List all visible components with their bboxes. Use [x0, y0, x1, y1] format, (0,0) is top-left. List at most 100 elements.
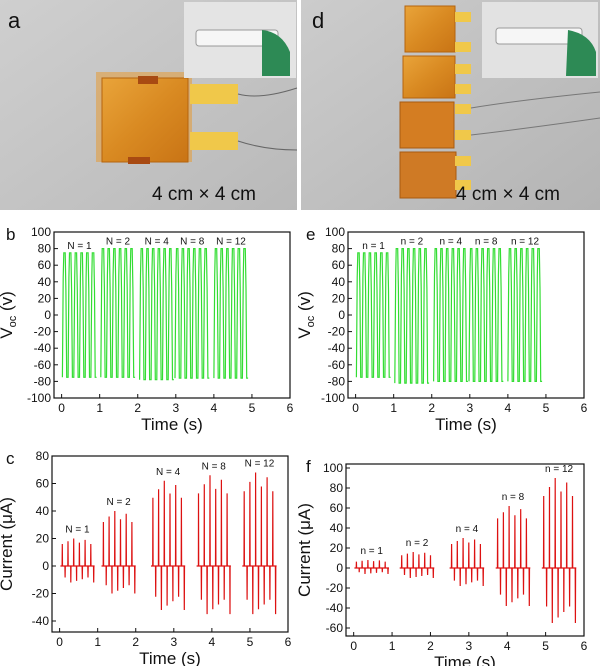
y-tick-label: 40: [332, 275, 346, 289]
y-axis-label: Voc (v): [0, 291, 19, 339]
copper-lead: [190, 132, 238, 150]
x-axis-label: Time (s): [139, 649, 201, 666]
y-axis-label-unit: (v): [0, 291, 16, 316]
x-axis-label: Time (s): [434, 653, 496, 666]
plot-frame: [345, 463, 585, 637]
glove-hand: [566, 30, 596, 76]
wire: [470, 91, 600, 109]
x-tick-label: 2: [134, 401, 141, 415]
y-tick-label: 100: [31, 225, 51, 239]
y-axis-label: Voc (v): [295, 291, 317, 339]
series-line-2: [100, 248, 136, 378]
x-tick-label: 4: [211, 401, 218, 415]
series-line-4: [495, 505, 531, 607]
group-label: n = 12: [511, 237, 540, 248]
x-tick-label: 4: [209, 635, 216, 649]
wire: [237, 140, 298, 151]
y-tick-label: -40: [32, 614, 50, 628]
stack-layer: [399, 101, 455, 149]
series-line-3: [433, 248, 468, 382]
y-tick-label: 40: [330, 521, 344, 535]
x-axis-label: Time (s): [435, 415, 497, 434]
group-label: N = 2: [106, 237, 131, 248]
plot-frame: [51, 455, 289, 633]
y-tick-label: -100: [27, 391, 51, 405]
copper-lead: [190, 84, 238, 104]
wire: [470, 117, 600, 136]
electrode-tab: [128, 157, 150, 164]
y-tick-label: -20: [32, 587, 50, 601]
series-line-1: [61, 252, 97, 378]
x-tick-label: 6: [287, 401, 294, 415]
glove-hand: [262, 30, 290, 76]
x-tick-label: 3: [466, 401, 473, 415]
x-tick-label: 1: [96, 401, 103, 415]
y-axis-label-subscript: oc: [7, 315, 19, 327]
wire: [237, 87, 298, 97]
copper-lead: [455, 104, 471, 114]
x-tick-label: 1: [94, 635, 101, 649]
group-label: n = 8: [502, 492, 525, 503]
stack-layer: [399, 151, 457, 199]
series-line-1: [354, 559, 389, 575]
y-tick-label: 20: [330, 541, 344, 555]
x-tick-label: 6: [581, 639, 588, 653]
x-tick-label: 0: [352, 401, 359, 415]
copper-lead: [455, 84, 471, 94]
group-label: n = 12: [545, 464, 574, 475]
size-caption-d: 4 cm × 4 cm: [456, 184, 560, 205]
y-tick-label: -60: [326, 621, 344, 635]
x-tick-label: 4: [505, 401, 512, 415]
series-line-5: [213, 248, 249, 379]
copper-lead: [455, 12, 471, 22]
copper-lead: [455, 180, 471, 190]
electrode-tab: [138, 76, 158, 84]
y-tick-label: -40: [328, 341, 346, 355]
series-line-4: [468, 248, 504, 382]
copper-lead: [455, 130, 471, 140]
panel-label-a: a: [8, 8, 21, 33]
copper-lead: [455, 42, 471, 52]
stack-layer: [404, 5, 456, 53]
y-tick-label: 20: [36, 532, 50, 546]
x-tick-label: 2: [427, 639, 434, 653]
y-tick-label: 60: [38, 258, 52, 272]
y-tick-label: 40: [38, 275, 52, 289]
y-tick-label: 100: [323, 461, 343, 475]
y-tick-label: 80: [332, 242, 346, 256]
x-tick-label: 5: [543, 401, 550, 415]
group-label: N = 1: [65, 525, 90, 536]
series-line-2: [394, 248, 430, 384]
chart-c: c N = 1 N = 2 N = 4 N = 8 N = 12 0 1 2 3 4 5 6 -40 -20…: [0, 449, 292, 668]
group-label: n = 4: [456, 524, 479, 535]
x-tick-label: 5: [542, 639, 549, 653]
y-tick-label: 0: [338, 308, 345, 322]
group-label: N = 12: [245, 459, 275, 470]
y-tick-label: 60: [330, 501, 344, 515]
group-label: N = 1: [67, 241, 92, 252]
y-tick-label: 60: [36, 477, 50, 491]
x-tick-label: 3: [170, 635, 177, 649]
series-line-4: [196, 475, 231, 615]
series-line-1: [355, 252, 391, 378]
group-label: n = 1: [362, 241, 385, 252]
y-axis-label: Current (μA): [295, 503, 314, 597]
y-tick-label: -40: [326, 601, 344, 615]
y-tick-label: -40: [34, 341, 52, 355]
chart-b: b N = 1 N = 2 N = 4 N = 8 N = 12 0 1 2 3 4 5 6 -100 -8…: [0, 225, 294, 434]
copper-lead: [455, 64, 471, 74]
group-label: n = 4: [440, 237, 463, 248]
photo-panel-a: a 4 cm × 4 cm: [0, 0, 298, 210]
group-label: n = 8: [475, 237, 498, 248]
y-tick-label: 60: [332, 258, 346, 272]
group-label: N = 8: [180, 237, 205, 248]
group-label: N = 4: [145, 237, 170, 248]
y-axis-label-subscript: oc: [305, 315, 317, 327]
chart-e: e n = 1 n = 2 n = 4 n = 8 n = 12 0 1 2 3 4 5 6 -100 -8…: [295, 225, 588, 434]
x-tick-label: 1: [390, 401, 397, 415]
series-line-1: [60, 538, 95, 583]
y-tick-label: 20: [332, 291, 346, 305]
series-line-5: [242, 472, 277, 615]
